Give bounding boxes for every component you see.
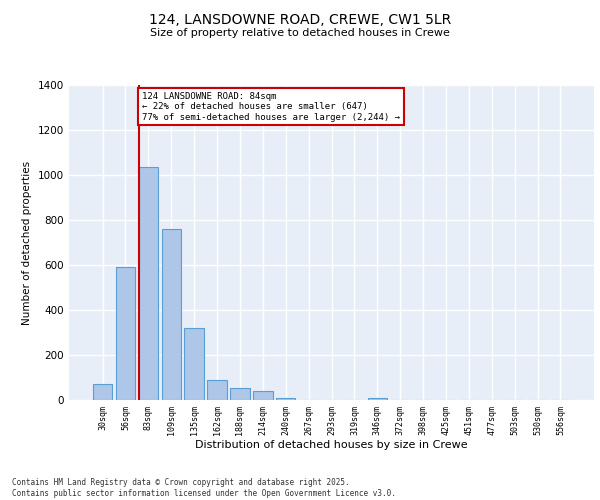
Bar xyxy=(276,398,295,400)
Text: 124, LANSDOWNE ROAD, CREWE, CW1 5LR: 124, LANSDOWNE ROAD, CREWE, CW1 5LR xyxy=(149,12,451,26)
Bar xyxy=(368,398,387,400)
Bar xyxy=(139,167,158,400)
Bar xyxy=(161,229,181,400)
Bar xyxy=(116,267,135,400)
Bar xyxy=(208,380,227,400)
Text: 124 LANSDOWNE ROAD: 84sqm
← 22% of detached houses are smaller (647)
77% of semi: 124 LANSDOWNE ROAD: 84sqm ← 22% of detac… xyxy=(142,92,400,122)
X-axis label: Distribution of detached houses by size in Crewe: Distribution of detached houses by size … xyxy=(195,440,468,450)
Text: Contains HM Land Registry data © Crown copyright and database right 2025.
Contai: Contains HM Land Registry data © Crown c… xyxy=(12,478,396,498)
Y-axis label: Number of detached properties: Number of detached properties xyxy=(22,160,32,324)
Bar xyxy=(184,328,204,400)
Text: Size of property relative to detached houses in Crewe: Size of property relative to detached ho… xyxy=(150,28,450,38)
Bar xyxy=(230,388,250,400)
Bar xyxy=(253,391,272,400)
Bar xyxy=(93,384,112,400)
